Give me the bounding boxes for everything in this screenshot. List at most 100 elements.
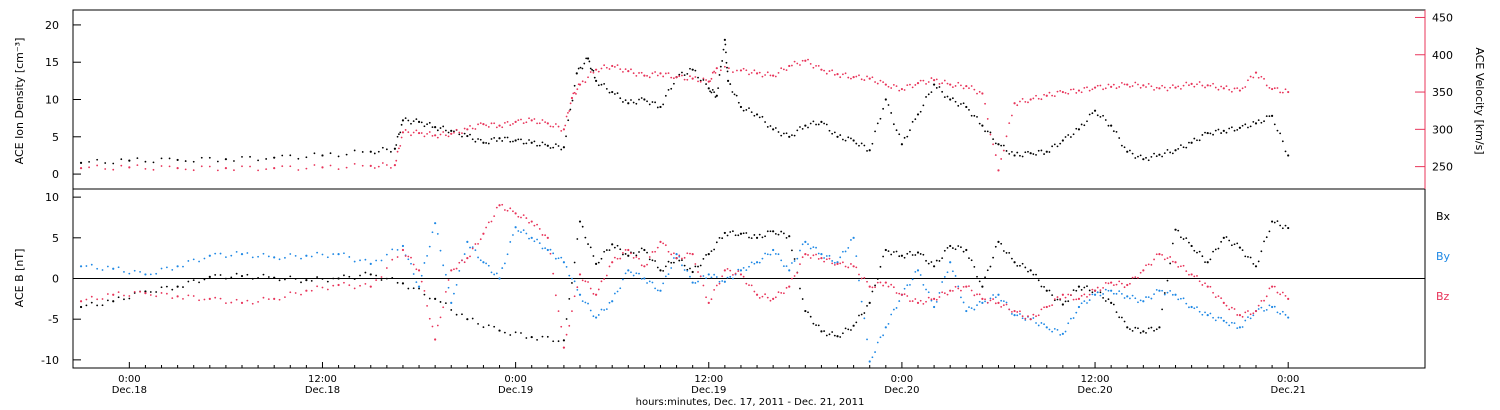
velocity-point: [935, 78, 938, 81]
density-point: [710, 91, 713, 94]
bz-point: [1107, 282, 1110, 285]
by-point: [420, 274, 423, 277]
bx-point: [984, 276, 986, 279]
bx-point: [123, 298, 125, 301]
by-point: [1037, 324, 1040, 327]
bz-point: [415, 268, 418, 271]
velocity-point: [898, 89, 901, 92]
velocity-point: [1029, 98, 1032, 101]
bz-point: [697, 271, 699, 273]
bz-point: [785, 286, 788, 289]
velocity-point: [1190, 82, 1193, 85]
by-point: [235, 250, 238, 253]
velocity-point: [594, 68, 598, 71]
by-point: [1233, 322, 1236, 325]
by-point: [782, 265, 785, 268]
bz-point: [554, 294, 557, 297]
by-point: [1107, 289, 1110, 292]
velocity-point: [1249, 75, 1252, 78]
velocity-point: [997, 169, 1000, 172]
velocity-point: [646, 74, 648, 77]
by-point: [1279, 312, 1282, 315]
bz-point: [1110, 281, 1113, 284]
velocity-point: [353, 162, 356, 165]
bx-point: [1265, 236, 1268, 239]
by-point: [715, 276, 718, 278]
bx-point: [672, 261, 675, 264]
velocity-point: [1236, 87, 1239, 90]
velocity-point: [1174, 86, 1177, 89]
density-point: [927, 93, 930, 96]
density-point: [1096, 114, 1099, 117]
bz-point: [694, 263, 697, 265]
bz-point: [332, 284, 335, 287]
density-point: [160, 157, 163, 160]
density-point: [841, 138, 844, 141]
density-point: [613, 93, 616, 95]
bz-point: [463, 261, 466, 264]
density-point: [715, 94, 718, 97]
by-point: [1077, 305, 1081, 309]
by-point: [1061, 332, 1064, 335]
density-point: [1263, 120, 1265, 123]
by-point: [664, 275, 667, 278]
velocity-point: [833, 73, 836, 76]
velocity-point: [825, 72, 828, 75]
velocity-point: [329, 164, 332, 167]
density-point: [1129, 149, 1131, 152]
bx-point: [1104, 300, 1107, 302]
density-point: [1158, 153, 1161, 156]
bx-point: [1161, 308, 1164, 311]
density-point: [1083, 124, 1086, 127]
bx-point: [879, 265, 882, 268]
density-point: [1284, 150, 1287, 153]
bx-point: [1019, 264, 1021, 267]
bz-point: [587, 281, 589, 283]
by-point: [431, 231, 434, 234]
by-point: [1035, 322, 1037, 324]
bz-point: [1150, 263, 1153, 266]
bz-point: [707, 301, 710, 305]
bx-point: [823, 330, 826, 332]
density-point: [1043, 153, 1045, 155]
density-point: [533, 140, 536, 143]
bz-point: [672, 252, 675, 255]
density-point: [909, 129, 911, 132]
bz-point: [337, 283, 340, 287]
bx-point: [466, 318, 469, 321]
bottom-y-label: -10: [41, 354, 59, 367]
bz-point: [434, 338, 437, 341]
top-right-y-label: 250: [1432, 161, 1453, 174]
bx-point: [850, 329, 852, 331]
density-point: [828, 129, 831, 132]
bz-point: [431, 325, 434, 328]
by-point: [544, 247, 547, 249]
by-point: [841, 250, 844, 253]
bz-point: [267, 298, 270, 301]
velocity-point: [678, 75, 681, 78]
density-point: [1276, 129, 1279, 132]
velocity-point: [1268, 86, 1271, 89]
velocity-point: [654, 71, 657, 73]
by-point: [1252, 314, 1255, 317]
by-point: [316, 251, 319, 254]
bx-point: [1035, 273, 1037, 276]
bz-point: [930, 298, 933, 301]
bz-point: [294, 292, 297, 294]
velocity-point: [576, 88, 579, 91]
velocity-point: [373, 167, 376, 169]
bz-point: [401, 248, 405, 252]
velocity-point: [1045, 94, 1048, 97]
by-point: [1182, 297, 1185, 300]
bx-point: [791, 249, 793, 252]
density-point: [1155, 155, 1158, 158]
bx-point: [536, 339, 538, 341]
bz-point: [675, 257, 678, 260]
bx-point: [343, 274, 345, 277]
bx-point: [962, 250, 965, 253]
by-point: [973, 308, 976, 311]
bz-point: [689, 252, 691, 255]
density-point: [600, 83, 603, 86]
density-point: [603, 82, 606, 85]
bz-point: [627, 248, 630, 252]
